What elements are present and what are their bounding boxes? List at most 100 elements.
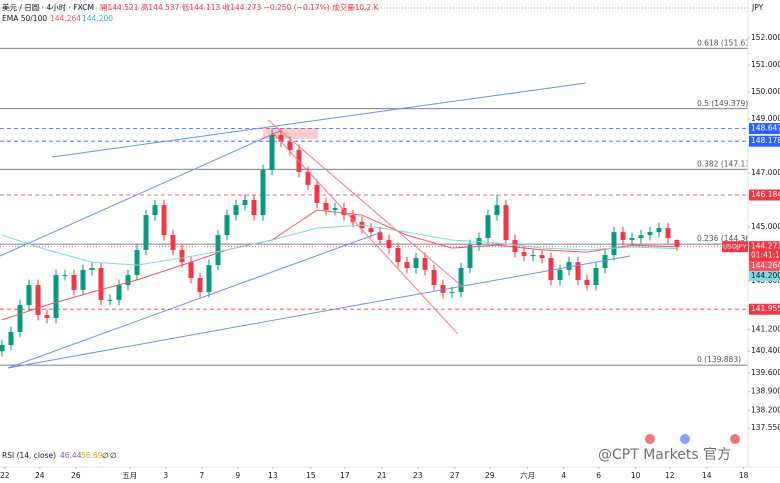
y-tick-label: 137.550 [751,423,780,432]
rsi-label: RSI (14, close) [2,451,56,460]
x-tick-label: 14 [702,471,712,480]
candle-body [332,208,338,210]
candle-body [368,228,374,233]
trend-line [0,129,283,257]
indicator-value: 144.200 [82,14,113,23]
highlight-box [263,128,318,139]
candle-body [422,258,428,270]
y-tick-label: 149.000 [751,114,780,123]
quote: 開144.521 高144.537 低144.113 收144.273 −0.2… [100,2,380,12]
candle-body [638,235,644,239]
candle-body [674,239,680,247]
candle-body [314,184,320,203]
event-icon[interactable] [645,434,655,444]
x-tick-label: 15 [306,471,316,480]
trend-lines [0,82,631,369]
candle-body [242,199,248,206]
candle-body [557,269,563,280]
x-tick-label: 22 [0,471,10,480]
candle-body [89,268,95,270]
candle-body [260,170,266,216]
candle-body [413,258,419,269]
ema-line [1,224,678,266]
candle-body [98,268,104,300]
rsi-value: 46.44 [60,451,82,460]
indicator-label: EMA 50/100 [2,14,47,23]
candle-body [44,315,50,318]
countdown: 01:41:13 [751,251,780,260]
candle-body [602,255,608,269]
event-icon[interactable] [680,434,690,444]
candle-body [287,141,293,151]
candle-body [341,208,347,216]
y-tick-label: 150.000 [751,87,780,96]
indicator-value: 144.264 [50,14,81,23]
x-tick-label: 7 [199,471,204,480]
candle-body [8,332,14,345]
candle-body [305,171,311,185]
level-tag [749,123,780,135]
candle-body [548,258,554,280]
candle-body [629,238,635,240]
axes: 148.647 148.178 146.184 141.955 152.000 151.0… [0,33,780,480]
candle-body [494,205,500,216]
candle-body [278,134,284,142]
fib-label: 0.236 (144.365) [697,234,758,243]
trend-line [7,255,631,369]
price-axis [748,0,780,467]
x-tick-label: 3 [163,471,168,480]
rsi-value: 56.69 [81,451,103,460]
ema-tag-label: 144.264 [751,261,780,270]
symbol-tag-label: USDJPY [723,243,747,251]
candle-body [197,278,203,293]
x-tick-label: 4 [561,471,566,480]
level-tag-label: 141.955 [751,304,780,313]
rsi-value: ∅ [102,451,109,460]
candle-body [80,269,86,290]
candle-body [206,265,212,293]
fib-label: 0.5 (149.379) [697,99,748,108]
candle-body [377,232,383,240]
x-tick-label: 12 [665,471,675,480]
candle-body [440,285,446,293]
candle-body [593,268,599,286]
x-tick-label: 26 [71,471,81,480]
y-tick-label: 138.900 [751,387,780,396]
candle-body [458,268,464,293]
y-tick-label: 152.000 [751,33,780,42]
y-tick-label: 151.000 [751,60,780,69]
level-tag-label: 148.647 [751,124,780,133]
time-axis [0,467,780,483]
candle-body [350,215,356,222]
candle-body [17,305,23,333]
candle-body [26,285,32,306]
candle-body [467,245,473,269]
fib-label: 0.618 (151.619) [697,38,758,47]
candle-body [215,235,221,266]
candle-body [134,249,140,276]
candle-body [665,228,671,239]
channel-line [271,131,459,335]
y-tick-label: 141.200 [751,325,780,334]
trend-line [51,82,587,158]
candle-body [656,228,662,233]
ema-tag-label: 144.200 [751,271,780,280]
watermark: @CPT Markets 官方 [598,447,731,463]
level-tag-label: 148.178 [751,136,780,145]
y-tick-label: 147.000 [751,168,780,177]
ema-tag [749,271,780,282]
candle-body [503,205,509,240]
candle-body [539,255,545,259]
candle-body [233,205,239,216]
candle-body [323,202,329,210]
currency: JPY [751,3,764,12]
candle-body [179,249,185,263]
candle-body [521,252,527,256]
symbol-title: 美元 / 日圆 · 4小时 · FXCM [2,2,94,12]
event-icon[interactable] [730,434,740,444]
x-tick-label: 6 [596,471,601,480]
x-tick-label: 五月 [122,471,137,480]
y-tick-label: 140.400 [751,346,780,355]
x-tick-label: 21 [377,471,387,480]
